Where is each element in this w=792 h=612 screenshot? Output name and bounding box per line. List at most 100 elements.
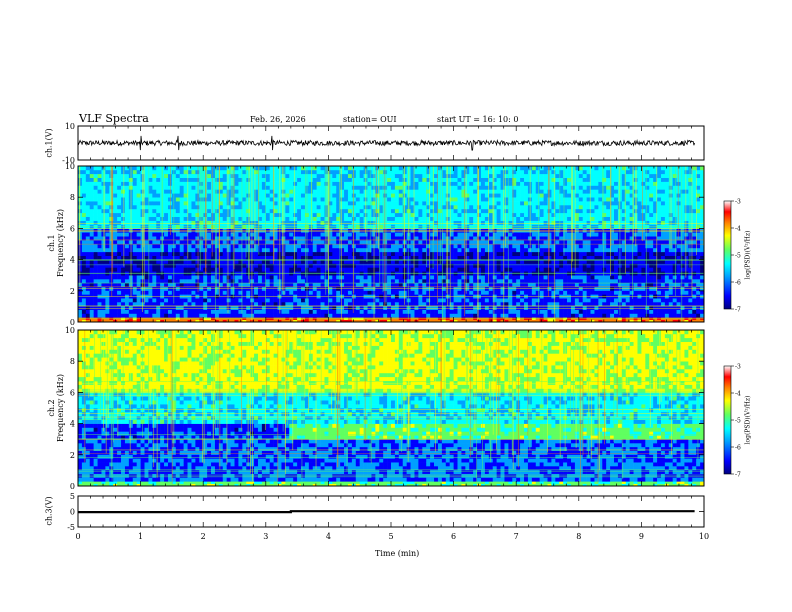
spectrogram-cell — [254, 244, 259, 249]
spectrogram-cell — [121, 220, 126, 225]
spectrogram-cell — [336, 305, 341, 310]
spectrogram-cell — [246, 309, 251, 314]
spectrogram-cell — [500, 305, 505, 310]
spectrogram-cell — [312, 259, 317, 264]
spectrogram-cell — [156, 201, 161, 206]
spectrogram-cell — [124, 205, 130, 210]
spectrogram-cell — [465, 313, 470, 318]
spectrogram-cell — [336, 263, 341, 268]
spectrogram-cell — [340, 255, 345, 260]
spectrogram-cell — [688, 290, 693, 295]
spectrogram-cell — [430, 305, 435, 310]
spectrogram-cell — [195, 255, 200, 260]
spectrogram-cell — [657, 251, 662, 256]
spectrogram-cell — [520, 305, 525, 310]
spectrogram-cell — [504, 279, 509, 284]
spectrogram-cell — [379, 319, 384, 323]
spectrogram-cell — [539, 263, 544, 268]
spectrogram-cell — [132, 313, 137, 318]
spectrogram-cell — [167, 166, 173, 171]
spectrogram-cell — [684, 232, 689, 237]
spectrogram-cell — [148, 193, 153, 198]
spectrogram-cell — [559, 247, 564, 253]
spectrogram-cell — [680, 263, 685, 268]
spectrogram-cell — [434, 236, 439, 241]
spectrogram-cell — [508, 305, 513, 310]
spectrogram-cell — [214, 208, 220, 214]
spectrogram-cell — [680, 309, 685, 314]
spectrogram-cell — [700, 263, 705, 268]
spectrogram-cell — [539, 286, 544, 291]
spectrogram-cell — [211, 189, 216, 194]
spectrogram-cell — [574, 309, 580, 314]
spectrogram-cell — [457, 275, 462, 280]
spectrogram-cell — [328, 290, 333, 295]
spectrogram-cell — [214, 279, 220, 284]
spectrogram-cell — [578, 240, 584, 245]
spectrogram-cell — [289, 205, 294, 210]
spectrogram-cell — [398, 263, 404, 268]
spectrogram-cell — [230, 208, 235, 214]
spectrogram-cell — [535, 309, 540, 314]
spectrogram-cell — [633, 267, 638, 272]
spectrogram-cell — [465, 263, 470, 268]
spectrogram-cell — [555, 309, 560, 314]
spectrogram-cell — [113, 193, 118, 198]
spectrogram-cell — [657, 240, 662, 245]
spectrogram-cell — [89, 286, 94, 291]
spectrogram-cell — [85, 286, 91, 291]
spectrogram-cell — [567, 309, 572, 314]
spectrogram-cell — [684, 275, 689, 280]
spectrogram-cell — [117, 177, 122, 182]
spectrogram-cell — [453, 319, 458, 323]
spectrogram-cell — [175, 259, 181, 264]
spectrogram-cell — [602, 251, 607, 256]
spectrogram-cell — [500, 290, 505, 295]
spectrogram-cell — [457, 232, 462, 237]
spectrogram-cell — [269, 173, 274, 178]
spectrogram-cell — [441, 290, 447, 295]
spectrogram-cell — [586, 313, 591, 318]
spectrogram-cell — [312, 302, 317, 307]
spectrogram-cell — [422, 313, 427, 318]
spectrogram-cell — [222, 181, 227, 186]
spectrogram-cell — [570, 263, 576, 268]
spectrogram-cell — [179, 305, 184, 310]
spectrogram-cell — [113, 240, 118, 245]
spectrogram-cell — [136, 201, 141, 206]
spectrogram-cell — [684, 247, 689, 253]
spectrogram-cell — [85, 177, 91, 182]
spectrogram-cell — [422, 279, 427, 284]
spectrogram-cell — [383, 305, 388, 310]
spectrogram-cell — [520, 279, 525, 284]
spectrogram-cell — [285, 319, 290, 323]
spectrogram-cell — [680, 232, 685, 237]
spectrogram-cell — [418, 251, 423, 256]
spectrogram-cell — [692, 279, 697, 284]
spectrogram-cell — [261, 173, 267, 178]
spectrogram-cell — [586, 259, 591, 264]
spectrogram-cell — [465, 298, 470, 303]
spectrogram-cell — [680, 286, 685, 291]
spectrogram-cell — [394, 305, 400, 310]
spectrogram-cell — [633, 309, 638, 314]
spectrogram-cell — [85, 197, 91, 202]
spectrogram-cell — [543, 255, 548, 260]
spectrogram-cell — [453, 298, 458, 303]
spectrogram-cell — [148, 302, 153, 307]
spectrogram-cell — [629, 267, 634, 272]
spectrogram-cell — [672, 313, 677, 318]
spectrogram-cell — [109, 302, 114, 307]
spectrogram-cell — [437, 263, 443, 268]
spectrogram-cell — [629, 259, 634, 264]
spectrogram-cell — [124, 309, 130, 314]
spectrogram-cell — [238, 251, 243, 256]
spectrogram-cell — [668, 259, 673, 264]
spectrogram-cell — [574, 290, 580, 295]
spectrogram-cell — [367, 244, 372, 249]
spectrogram-cell — [97, 205, 102, 210]
spectrogram-cell — [516, 298, 521, 303]
spectrogram-cell — [230, 302, 235, 307]
spectrogram-cell — [379, 286, 384, 291]
spectrogram-cell — [391, 282, 396, 287]
